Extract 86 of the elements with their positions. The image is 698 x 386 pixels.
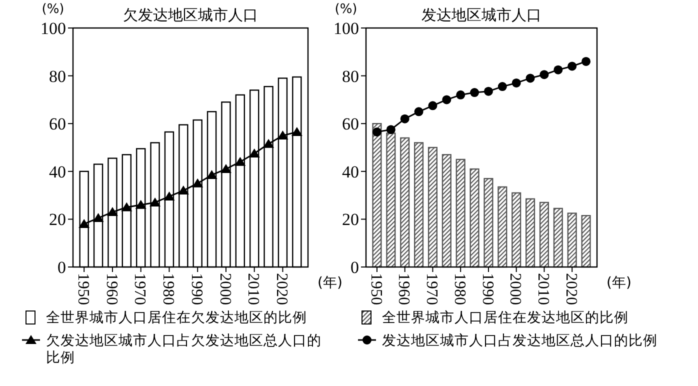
bar xyxy=(581,215,591,268)
legend-label: 发达地区城市人口占发达地区总人口的比例 xyxy=(382,333,658,349)
point xyxy=(470,88,480,98)
y-tick-label: 100 xyxy=(40,18,66,38)
point xyxy=(442,95,452,104)
bar xyxy=(484,178,494,268)
y-tick-label: 20 xyxy=(342,210,359,230)
x-tick-label: 1970 xyxy=(131,273,148,305)
point xyxy=(568,62,577,71)
bar xyxy=(470,168,480,268)
y-axis-title: (%) xyxy=(42,2,64,17)
chart-title: 发达地区城市人口 xyxy=(422,6,542,24)
point xyxy=(234,156,246,166)
point xyxy=(428,101,438,110)
bar xyxy=(372,123,382,268)
x-tick-label: 1960 xyxy=(102,273,120,305)
point xyxy=(192,178,204,188)
bar xyxy=(512,192,522,268)
x-tick-label: 2000 xyxy=(506,273,524,305)
bar xyxy=(456,158,466,268)
y-tick-label: 60 xyxy=(342,114,359,134)
x-tick-label: 1980 xyxy=(160,273,177,305)
point xyxy=(526,74,535,83)
y-tick-label: 20 xyxy=(49,210,66,230)
legend-label: 全世界城市人口居住在发达地区的比例 xyxy=(382,310,628,326)
point xyxy=(540,70,549,80)
x-tick-label: 1950 xyxy=(74,273,92,305)
x-tick-label: 1970 xyxy=(423,273,440,305)
x-tick-label: 2010 xyxy=(244,273,262,305)
point xyxy=(582,56,591,66)
bar xyxy=(414,142,424,268)
point xyxy=(291,126,302,136)
bar xyxy=(539,202,549,268)
point xyxy=(400,114,410,124)
x-tick-label: 2020 xyxy=(273,273,290,305)
y-tick-label: 80 xyxy=(342,66,359,86)
y-tick-label: 0 xyxy=(350,258,359,277)
y-tick-label: 80 xyxy=(49,66,66,86)
point xyxy=(554,65,563,74)
point xyxy=(484,86,493,96)
legend-label: 全世界城市人口居住在欠发达地区的比例 xyxy=(46,310,307,326)
point xyxy=(78,218,90,228)
chart-title: 欠发达地区城市人口 xyxy=(123,6,258,24)
point xyxy=(206,170,218,179)
x-tick-label: 2000 xyxy=(216,273,234,305)
y-tick-label: 60 xyxy=(49,114,66,134)
point xyxy=(135,200,146,209)
bar xyxy=(567,212,577,268)
point xyxy=(150,197,161,206)
point xyxy=(121,202,132,212)
point xyxy=(512,78,521,88)
point xyxy=(263,138,274,148)
point xyxy=(248,148,260,158)
x-tick-label: 2010 xyxy=(534,273,552,305)
x-tick-label: 1960 xyxy=(395,273,412,305)
point xyxy=(106,207,118,216)
point xyxy=(164,191,175,200)
y-axis-title: (%) xyxy=(334,2,358,17)
x-tick-label: 1950 xyxy=(367,273,384,305)
y-tick-label: 40 xyxy=(49,162,66,182)
y-tick-label: 100 xyxy=(334,18,359,38)
point xyxy=(220,164,232,174)
x-axis-title: (年) xyxy=(606,275,632,291)
bar xyxy=(526,198,536,268)
y-tick-label: 0 xyxy=(58,258,66,277)
bar xyxy=(442,154,452,268)
point xyxy=(178,186,189,195)
bar xyxy=(428,146,438,268)
point xyxy=(92,213,104,222)
y-tick-label: 40 xyxy=(342,162,359,182)
point xyxy=(456,90,466,100)
point xyxy=(372,127,382,136)
bar xyxy=(386,132,396,268)
x-tick-label: 2020 xyxy=(562,273,580,305)
bar xyxy=(553,208,563,268)
legend-label: 欠发达地区城市人口占欠发达地区总人口的比例 xyxy=(46,333,322,366)
point xyxy=(414,107,424,116)
bar xyxy=(498,186,508,268)
x-tick-label: 1980 xyxy=(450,273,468,305)
point xyxy=(277,130,288,140)
bar xyxy=(400,137,410,268)
x-tick-label: 1990 xyxy=(478,273,496,305)
x-axis-title: (年) xyxy=(318,275,342,291)
x-tick-label: 1990 xyxy=(188,273,205,305)
point xyxy=(498,82,507,92)
point xyxy=(386,125,396,134)
